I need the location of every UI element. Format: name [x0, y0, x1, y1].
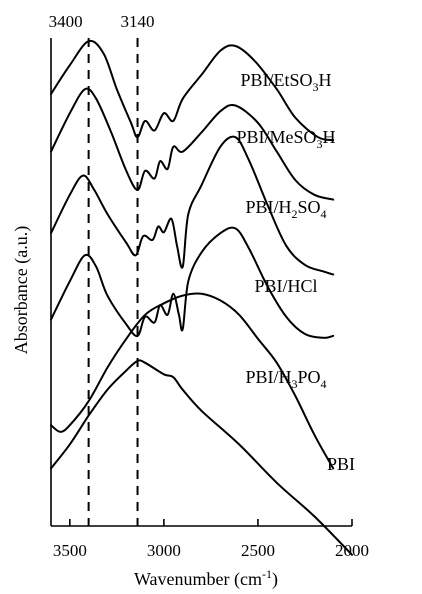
curve-pbi-h3po4 — [50, 292, 335, 470]
series-label-pbi-h2so4: PBI/H2SO4 — [245, 197, 326, 221]
axes — [50, 38, 352, 527]
x-tick-label-3000: 3000 — [147, 541, 181, 560]
series-label-pbi-etso3h: PBI/EtSO3H — [240, 70, 331, 94]
spectra-curves — [50, 39, 353, 556]
curve-pbi-etso3h — [50, 39, 335, 142]
series-label-pbi-meso3h: PBI/MeSO3H — [236, 127, 335, 151]
y-axis-label: Absorbance (a.u.) — [11, 226, 32, 354]
x-tick-label-2500: 2500 — [241, 541, 275, 560]
reference-label-3140: 3140 — [121, 12, 155, 31]
x-tick-label-3500: 3500 — [53, 541, 87, 560]
curve-pbi-meso3h — [50, 87, 335, 201]
reference-label-3400: 3400 — [49, 12, 83, 31]
x-ticks: 3500 3000 2500 2000 — [53, 519, 369, 560]
series-label-pbi-hcl: PBI/HCl — [254, 276, 317, 296]
x-axis-label: Wavenumber (cm-1) — [134, 567, 278, 590]
curve-pbi — [50, 359, 353, 556]
series-labels: PBI/EtSO3H PBI/MeSO3H PBI/H2SO4 PBI/HCl PBI/… — [236, 70, 355, 474]
curve-pbi-h2so4 — [50, 135, 335, 276]
curve-pbi-hcl — [50, 226, 335, 339]
series-label-pbi-h3po4: PBI/H3PO4 — [245, 367, 326, 391]
series-label-pbi: PBI — [327, 454, 355, 474]
reference-lines: 3400 3140 — [49, 12, 155, 526]
x-tick-label-2000: 2000 — [335, 541, 369, 560]
